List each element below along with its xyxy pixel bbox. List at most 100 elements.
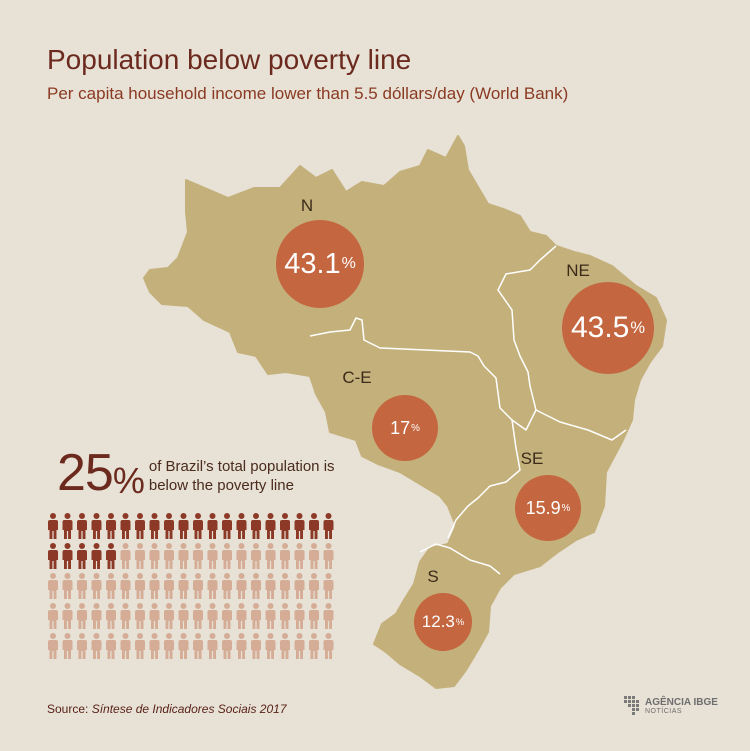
person-icon (265, 633, 276, 659)
person-icon (48, 573, 58, 599)
person-icon (48, 543, 58, 569)
person-icon (309, 573, 319, 599)
person-icon (207, 513, 218, 539)
person-icon (309, 603, 319, 629)
person-icon (91, 603, 102, 629)
person-icon (193, 633, 203, 659)
stat-value-n: 43.1 (284, 247, 341, 280)
person-icon (265, 513, 276, 539)
person-icon (236, 633, 247, 659)
border-n-ce (309, 317, 501, 409)
stat-value-se: 15.9 (525, 497, 561, 518)
logo-sub: NOTÍCIAS (645, 707, 683, 715)
person-icon (91, 633, 102, 659)
person-icon (294, 603, 305, 629)
person-icon (149, 603, 160, 629)
person-icon (135, 573, 145, 599)
stat-unit-se: % (561, 502, 571, 514)
person-icon (280, 573, 290, 599)
border-se-s (419, 543, 501, 575)
person-icon (323, 573, 334, 599)
person-icon (236, 603, 247, 629)
region-label-s: S (427, 567, 439, 586)
stat-value-ne: 43.5 (570, 311, 630, 344)
stat-unit-s: % (455, 617, 465, 627)
person-icon (222, 543, 232, 569)
person-icon (106, 603, 116, 629)
person-icon (135, 603, 145, 629)
person-icon (236, 543, 247, 569)
person-icon (251, 543, 261, 569)
person-icon (62, 543, 73, 569)
stat-value-s: 12.3 (421, 612, 455, 631)
person-icon (323, 513, 334, 539)
person-icon (120, 603, 131, 629)
person-icon (236, 573, 247, 599)
stat-unit-ce: % (411, 422, 420, 434)
person-icon (280, 633, 290, 659)
region-label-n: N (300, 196, 314, 215)
ibge-logo-icon (624, 696, 639, 715)
person-icon (294, 633, 305, 659)
person-icon (77, 513, 87, 539)
person-icon (207, 573, 218, 599)
person-icon (236, 513, 247, 539)
person-icon (265, 543, 276, 569)
person-icon (135, 633, 145, 659)
stat-bubble-ne: 43.5% (562, 282, 654, 374)
person-icon (323, 603, 334, 629)
people-icons (48, 513, 334, 659)
person-icon (106, 543, 116, 569)
person-icon (280, 603, 290, 629)
person-icon (251, 513, 261, 539)
person-icon (106, 513, 116, 539)
person-icon (280, 513, 290, 539)
person-icon (193, 513, 203, 539)
person-icon (120, 513, 131, 539)
person-icon (62, 603, 73, 629)
person-icon (120, 573, 131, 599)
border-ce-ne (499, 407, 537, 431)
person-icon (62, 573, 73, 599)
person-icon (62, 513, 73, 539)
region-label-se: SE (520, 449, 544, 468)
person-icon (309, 633, 319, 659)
person-icon (106, 633, 116, 659)
person-icon (164, 513, 174, 539)
person-icon (193, 603, 203, 629)
person-icon (106, 573, 116, 599)
person-icon (178, 573, 189, 599)
person-icon (222, 513, 232, 539)
stat-bubble-se: 15.9% (515, 475, 581, 541)
person-icon (207, 603, 218, 629)
person-icon (309, 513, 319, 539)
summary-unit: % (112, 460, 145, 501)
person-icon (294, 543, 305, 569)
person-icon (251, 603, 261, 629)
person-icon (265, 573, 276, 599)
chart-title: Population below poverty line (47, 44, 412, 75)
stat-bubble-ce: 17% (372, 395, 438, 461)
person-icon (222, 603, 232, 629)
border-n-ne (497, 245, 557, 411)
summary-block: 25 % of Brazil’s total population is bel… (57, 447, 359, 499)
person-icon (178, 633, 189, 659)
person-icon (222, 573, 232, 599)
person-icon (178, 543, 189, 569)
region-label-ne: NE (566, 261, 590, 280)
person-icon (294, 513, 305, 539)
person-icon (164, 633, 174, 659)
summary-text: of Brazil’s total population is below th… (148, 458, 335, 494)
stat-bubble-n: 43.1% (276, 220, 364, 308)
person-icon (149, 633, 160, 659)
person-icon (164, 543, 174, 569)
person-icon (149, 543, 160, 569)
person-icon (135, 543, 145, 569)
person-icon (135, 513, 145, 539)
chart-subtitle: Per capita household income lower than 5… (47, 84, 569, 103)
person-icon (193, 543, 203, 569)
person-icon (164, 573, 174, 599)
person-icon (149, 513, 160, 539)
person-icon (178, 603, 189, 629)
region-label-ce: C-E (342, 368, 372, 387)
